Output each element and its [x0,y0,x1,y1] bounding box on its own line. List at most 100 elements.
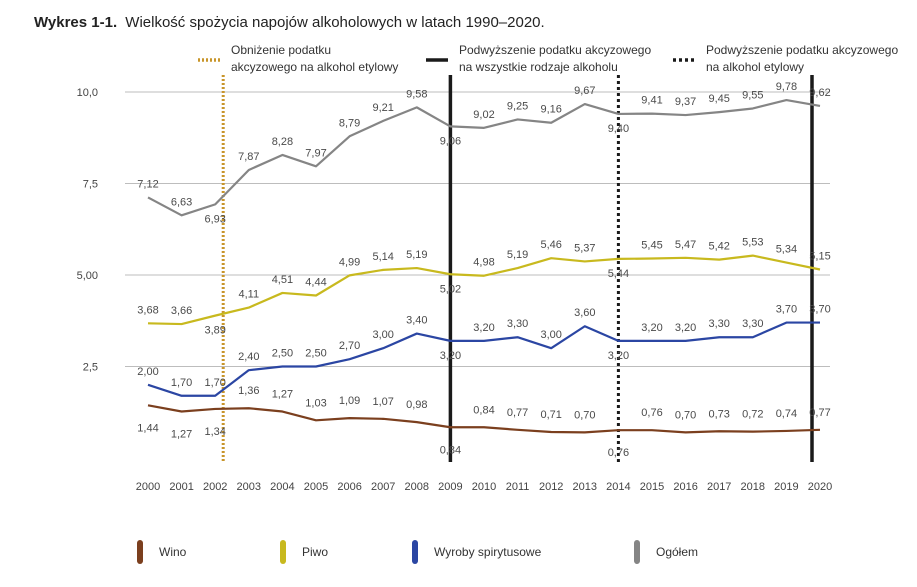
data-label-1-7: 5,14 [372,251,393,263]
x-tick-label-4: 2004 [270,481,294,493]
data-label-3-16: 9,37 [675,96,696,108]
x-tick-label-0: 2000 [136,481,160,493]
data-label-0-8: 0,98 [406,399,427,411]
data-label-1-9: 5,02 [440,283,461,295]
data-label-0-4: 1,27 [272,389,293,401]
data-label-0-1: 1,27 [171,429,192,441]
x-tick-label-16: 2016 [673,481,697,493]
data-label-0-6: 1,09 [339,395,360,407]
data-label-2-14: 3,20 [608,350,629,362]
legend-label-3: Ogółem [656,545,698,559]
data-label-3-7: 9,21 [372,102,393,114]
data-label-0-17: 0,73 [708,408,729,420]
data-label-0-16: 0,70 [675,409,696,421]
x-tick-label-13: 2013 [573,481,597,493]
data-label-0-7: 1,07 [372,396,393,408]
y-tick-label-3: 2,5 [83,362,98,374]
data-label-1-4: 4,51 [272,274,293,286]
x-tick-label-8: 2008 [405,481,429,493]
data-label-3-17: 9,45 [708,93,729,105]
data-label-1-17: 5,42 [708,241,729,253]
data-label-1-16: 5,47 [675,239,696,251]
data-label-3-2: 6,93 [204,213,225,225]
series-line-0 [147,404,821,434]
data-label-2-0: 2,00 [137,366,158,378]
data-label-1-0: 3,68 [137,304,158,316]
x-tick-label-1: 2001 [169,481,193,493]
data-label-2-1: 1,70 [171,377,192,389]
data-label-2-17: 3,30 [708,318,729,330]
data-label-0-2: 1,34 [204,426,225,438]
annotation-text-2002: Obniżenie podatku akcyzowego na alkohol e… [231,43,398,74]
x-tick-label-3: 2003 [237,481,261,493]
data-label-2-10: 3,20 [473,322,494,334]
data-label-2-11: 3,30 [507,318,528,330]
data-label-1-1: 3,66 [171,305,192,317]
data-label-3-15: 9,41 [641,95,662,107]
data-label-2-13: 3,60 [574,307,595,319]
data-label-2-5: 2,50 [305,348,326,360]
data-label-3-14: 9,40 [608,123,629,135]
data-label-3-13: 9,67 [574,85,595,97]
data-label-3-10: 9,02 [473,109,494,121]
data-label-3-9: 9,06 [440,135,461,147]
data-label-1-20: 5,15 [809,251,830,263]
data-label-1-5: 4,44 [305,276,326,288]
data-label-2-18: 3,30 [742,318,763,330]
data-label-3-18: 9,55 [742,89,763,101]
x-axis-ticks: 2000 2001 2002 2003 2004 2005 2006 2007 2008 2009… [136,481,832,493]
chart-title: Wykres 1-1. Wielkość spożycia napojów al… [34,14,545,31]
x-tick-label-6: 2006 [337,481,361,493]
series-lines [147,98,821,434]
x-tick-label-18: 2018 [741,481,765,493]
x-tick-label-11: 2011 [506,481,530,493]
data-label-2-16: 3,20 [675,322,696,334]
data-label-2-20: 3,70 [809,304,830,316]
data-label-2-7: 3,00 [372,329,393,341]
y-axis-ticks: 10,0 7,5 5,00 2,5 [77,87,98,374]
data-label-1-3: 4,11 [239,289,260,301]
data-label-2-9: 3,20 [440,350,461,362]
annotation-lines: Obniżenie podatku akcyzowego na alkohol e… [198,43,898,462]
data-labels: 1,44 1,27 1,34 1,36 1,27 1,03 1,09 1,07 0,98 0,84… [137,81,830,459]
x-tick-label-5: 2005 [304,481,328,493]
data-label-3-20: 9,62 [809,87,830,99]
legend-label-2: Wyroby spirytusowe [434,545,542,559]
data-label-1-19: 5,34 [776,244,797,256]
x-tick-label-17: 2017 [707,481,731,493]
x-tick-label-10: 2010 [472,481,496,493]
legend-label-1: Piwo [302,545,328,559]
x-tick-label-9: 2009 [438,481,462,493]
data-label-1-8: 5,19 [406,249,427,261]
data-label-1-13: 5,37 [574,242,595,254]
data-label-2-12: 3,00 [540,329,561,341]
data-label-1-15: 5,45 [641,240,662,252]
data-label-0-19: 0,74 [776,408,797,420]
data-label-3-5: 7,97 [305,147,326,159]
data-label-3-19: 9,78 [776,81,797,93]
data-label-2-4: 2,50 [272,348,293,360]
data-label-0-12: 0,71 [540,409,561,421]
y-tick-label-0: 10,0 [77,87,98,99]
series-line-2 [147,321,820,397]
data-label-0-15: 0,76 [641,407,662,419]
x-tick-label-7: 2007 [371,481,395,493]
data-label-2-19: 3,70 [776,304,797,316]
x-tick-label-12: 2012 [539,481,563,493]
data-label-3-8: 9,58 [406,88,427,100]
data-label-1-2: 3,89 [204,325,225,337]
annotation-text-2014: Podwyższenie podatku akcyzowego na alkoho… [706,43,898,74]
data-label-2-2: 1,70 [204,377,225,389]
data-label-2-8: 3,40 [406,315,427,327]
x-tick-label-2: 2002 [203,481,227,493]
data-label-2-6: 2,70 [339,340,360,352]
data-label-0-3: 1,36 [238,385,259,397]
data-label-3-11: 9,25 [507,100,528,112]
y-tick-label-2: 5,00 [77,270,98,282]
data-label-1-14: 5,44 [608,268,629,280]
x-tick-label-19: 2019 [774,481,798,493]
data-label-0-10: 0,84 [473,404,494,416]
data-label-0-9: 0,84 [440,444,461,456]
data-label-2-15: 3,20 [641,322,662,334]
